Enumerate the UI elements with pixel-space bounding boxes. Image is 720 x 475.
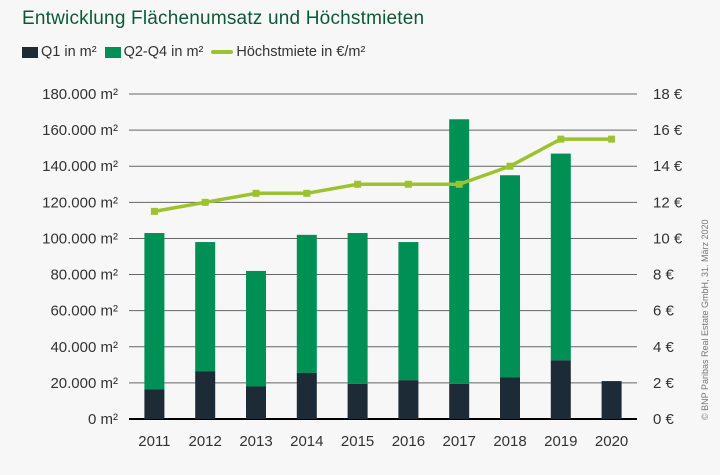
legend-swatch-rent xyxy=(211,50,234,54)
y2-tick-label: 10 € xyxy=(653,230,683,247)
legend-item-q1: Q1 in m² xyxy=(22,44,97,60)
chart-title: Entwicklung Flächenumsatz und Höchstmiet… xyxy=(22,8,425,29)
y-tick-label: 60.000 m² xyxy=(50,303,118,320)
y-tick-label: 20.000 m² xyxy=(50,375,118,392)
bar-q2q4 xyxy=(296,234,317,373)
rent-marker xyxy=(201,198,209,206)
bar-q1 xyxy=(550,360,571,419)
x-tick-label: 2018 xyxy=(493,433,526,450)
x-tick-label: 2015 xyxy=(341,433,374,450)
legend-swatch-q2q4 xyxy=(104,46,121,58)
y2-tick-label: 2 € xyxy=(653,375,675,392)
bar-q1 xyxy=(246,386,266,419)
bar-q1 xyxy=(195,371,216,419)
y-tick-label: 180.000 m² xyxy=(42,86,118,103)
bar-q2q4 xyxy=(195,242,216,372)
x-tick-label: 2012 xyxy=(189,433,222,450)
y2-tick-label: 14 € xyxy=(653,158,683,175)
bar-q1 xyxy=(144,389,165,419)
legend-label-q1: Q1 in m² xyxy=(41,44,97,60)
bar-q1 xyxy=(500,377,520,419)
x-tick-label: 2011 xyxy=(138,433,170,450)
y-tick-label: 0 m² xyxy=(88,411,118,428)
rent-marker xyxy=(252,189,260,197)
rent-marker xyxy=(404,180,412,188)
bar-q1 xyxy=(449,383,470,419)
bar-q1 xyxy=(398,380,419,419)
bar-q2q4 xyxy=(500,175,520,378)
y2-tick-label: 0 € xyxy=(653,411,675,428)
y-tick-label: 100.000 m² xyxy=(42,230,118,247)
legend-item-rent: Höchstmiete in €/m² xyxy=(211,44,365,60)
rent-marker xyxy=(303,189,311,197)
legend-swatch-q1 xyxy=(22,46,38,58)
rent-marker xyxy=(608,135,616,143)
x-tick-label: 2020 xyxy=(595,433,628,450)
x-tick-label: 2019 xyxy=(544,433,577,450)
y-tick-label: 40.000 m² xyxy=(50,339,118,356)
legend-label-q2q4: Q2-Q4 in m² xyxy=(123,44,204,60)
rent-marker xyxy=(506,162,514,170)
x-tick-label: 2013 xyxy=(239,433,272,450)
bar-q2q4 xyxy=(398,242,419,381)
x-tick-label: 2017 xyxy=(443,433,476,450)
y2-tick-label: 6 € xyxy=(653,303,675,320)
bar-q2q4 xyxy=(246,270,266,387)
x-tick-label: 2016 xyxy=(392,433,425,450)
bar-q1 xyxy=(296,372,317,419)
y2-tick-label: 18 € xyxy=(653,86,683,103)
bar-q2q4 xyxy=(550,153,571,361)
y-tick-label: 160.000 m² xyxy=(42,122,118,139)
legend-item-q2q4: Q2-Q4 in m² xyxy=(104,44,204,60)
y-tick-label: 80.000 m² xyxy=(50,267,118,284)
legend-label-rent: Höchstmiete in €/m² xyxy=(236,44,366,60)
copyright-note: © BNP Paribas Real Estate GmbH, 31. März… xyxy=(700,219,710,420)
rent-marker xyxy=(150,207,158,215)
rent-marker xyxy=(354,180,362,188)
rent-marker xyxy=(455,180,463,188)
bar-q1 xyxy=(347,383,368,419)
y-tick-label: 140.000 m² xyxy=(42,158,118,175)
y2-tick-label: 16 € xyxy=(653,122,683,139)
bar-q2q4 xyxy=(449,119,470,384)
y2-tick-label: 8 € xyxy=(653,267,675,284)
bar-q1 xyxy=(601,381,622,419)
rent-line xyxy=(154,137,612,214)
rent-marker xyxy=(557,135,565,143)
bar-q2q4 xyxy=(347,233,368,384)
y-tick-label: 120.000 m² xyxy=(42,194,118,211)
x-tick-label: 2014 xyxy=(290,433,323,450)
legend: Q1 in m² Q2-Q4 in m² Höchstmiete in €/m² xyxy=(22,44,373,60)
y2-tick-label: 4 € xyxy=(653,339,675,356)
y2-tick-label: 12 € xyxy=(653,194,683,211)
bar-q2q4 xyxy=(144,233,165,390)
